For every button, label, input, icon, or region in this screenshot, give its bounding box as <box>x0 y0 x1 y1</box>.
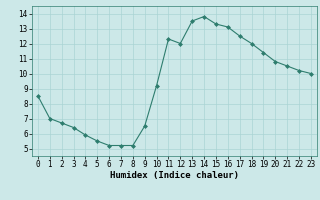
X-axis label: Humidex (Indice chaleur): Humidex (Indice chaleur) <box>110 171 239 180</box>
